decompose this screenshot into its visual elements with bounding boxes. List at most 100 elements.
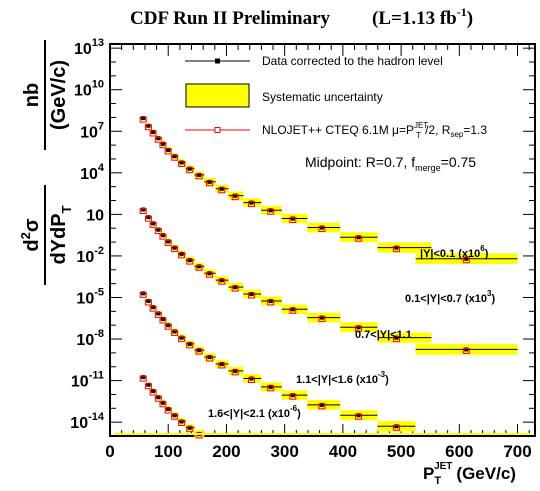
y-tick-label: 10-11 xyxy=(71,370,104,391)
x-tick-label: 200 xyxy=(212,442,240,461)
data-point xyxy=(160,141,165,146)
y-axis-units: nb (GeV/c) xyxy=(21,40,70,150)
rapidity-label: |Y|<0.1 (x106) xyxy=(420,244,489,260)
data-point xyxy=(172,329,177,334)
theory-point xyxy=(144,383,152,390)
theory-point xyxy=(267,208,275,215)
theory-point xyxy=(218,278,226,285)
data-point xyxy=(319,315,324,320)
theory-point xyxy=(159,142,167,149)
data-point xyxy=(356,325,361,330)
data-point xyxy=(160,316,165,321)
data-point xyxy=(172,413,177,418)
y-axis-label: d2σ dYdPT xyxy=(18,185,74,285)
theory-point xyxy=(392,246,400,253)
data-point xyxy=(141,375,146,380)
data-point xyxy=(187,166,192,171)
theory-point xyxy=(318,403,326,410)
theory-point xyxy=(178,336,186,343)
theory-point xyxy=(231,369,239,376)
theory-point xyxy=(195,264,203,271)
data-point xyxy=(268,384,273,389)
theory-point xyxy=(139,375,147,382)
x-tick-label: 400 xyxy=(329,442,357,461)
y-tick-label: 10-14 xyxy=(70,411,105,432)
data-point xyxy=(219,278,224,283)
theory-point xyxy=(247,292,255,299)
theory-point xyxy=(164,148,172,155)
data-point xyxy=(197,264,202,269)
data-point xyxy=(166,323,171,328)
theory-point xyxy=(267,299,275,306)
y-label-denominator: dYdPT xyxy=(48,205,74,264)
data-point xyxy=(187,425,192,430)
data-point xyxy=(146,298,151,303)
data-point xyxy=(464,347,469,352)
x-tick-label: 600 xyxy=(445,442,473,461)
theory-point xyxy=(195,348,203,355)
theory-point xyxy=(139,208,147,215)
data-point xyxy=(179,160,184,165)
data-point xyxy=(290,307,295,312)
data-point xyxy=(156,311,161,316)
legend: Data corrected to the hadron level Syste… xyxy=(185,54,487,173)
data-point xyxy=(179,335,184,340)
data-point xyxy=(146,215,151,220)
theory-point xyxy=(149,130,157,137)
data-point xyxy=(160,400,165,405)
theory-point xyxy=(289,217,297,224)
y-units-denominator: (GeV/c) xyxy=(48,60,70,130)
data-point xyxy=(249,376,254,381)
theory-point xyxy=(218,187,226,194)
y-tick-label: 1013 xyxy=(74,37,104,58)
data-point xyxy=(156,395,161,400)
theory-point xyxy=(149,389,157,396)
data-point xyxy=(290,393,295,398)
data-point xyxy=(207,355,212,360)
theory-point xyxy=(392,424,400,431)
theory-point xyxy=(186,342,194,349)
data-point xyxy=(207,179,212,184)
rapidity-label: 1.1<|Y|<1.6 (x10-3) xyxy=(296,370,389,386)
legend-syst-label: Systematic uncertainty xyxy=(262,90,383,104)
theory-point xyxy=(178,252,186,259)
theory-point xyxy=(144,215,152,222)
data-point xyxy=(268,298,273,303)
data-point xyxy=(207,271,212,276)
y-label-numerator: d2σ xyxy=(18,218,43,251)
axis-ticks xyxy=(109,44,535,437)
x-tick-label: 0 xyxy=(105,442,114,461)
theory-point xyxy=(144,124,152,131)
data-point xyxy=(197,348,202,353)
theory-point xyxy=(195,432,203,439)
chart-title: CDF Run II Preliminary xyxy=(130,8,331,29)
data-marks xyxy=(114,116,531,439)
data-point xyxy=(172,245,177,250)
legend-data-marker xyxy=(215,58,220,64)
theory-point xyxy=(159,401,167,408)
theory-point xyxy=(195,173,203,180)
theory-point xyxy=(164,239,172,246)
data-point xyxy=(233,193,238,198)
theory-point xyxy=(159,317,167,324)
data-point xyxy=(151,221,156,226)
theory-point xyxy=(318,226,326,233)
theory-point xyxy=(186,167,194,174)
theory-point xyxy=(171,329,179,336)
theory-point xyxy=(289,393,297,400)
data-point xyxy=(268,208,273,213)
data-point xyxy=(166,406,171,411)
data-point xyxy=(319,402,324,407)
legend-syst-swatch xyxy=(185,83,250,108)
rapidity-label: 1.6<|Y|<2.1 (x10-6) xyxy=(208,404,301,420)
data-point xyxy=(179,419,184,424)
theory-point xyxy=(171,246,179,253)
rapidity-labels: |Y|<0.1 (x106) 0.1<|Y|<0.7 (x103) 0.7<|Y|<… xyxy=(208,244,495,420)
data-point xyxy=(160,233,165,238)
y-units-numerator: nb xyxy=(21,83,43,107)
data-point xyxy=(187,258,192,263)
y-tick-label: 10-2 xyxy=(76,245,104,266)
theory-point xyxy=(462,347,470,354)
data-point xyxy=(187,341,192,346)
